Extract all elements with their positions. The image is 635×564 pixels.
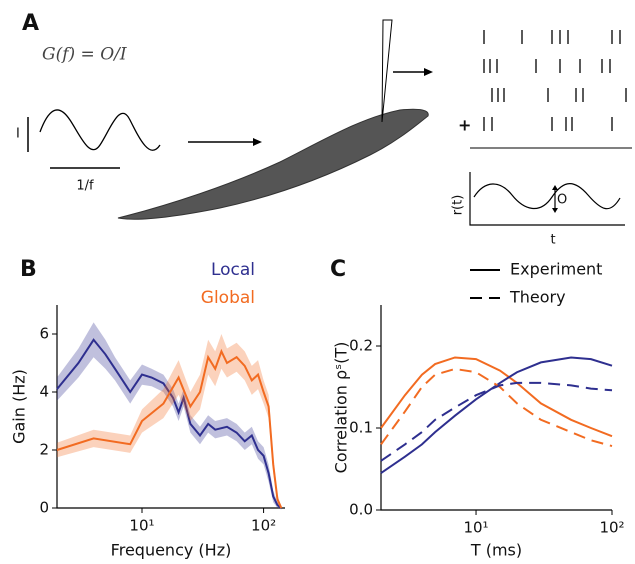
- x-tick-label: 10¹: [463, 519, 488, 537]
- rate-axis-label: r(t): [451, 195, 466, 216]
- y-tick-label: 0: [39, 499, 49, 517]
- amplitude-label: I: [16, 127, 20, 142]
- y-tick-label: 6: [39, 325, 49, 343]
- y-tick-label: 0.2: [349, 337, 373, 355]
- period-label: 1/f: [76, 179, 94, 194]
- series-line: [56, 348, 283, 509]
- arrow: [393, 68, 433, 76]
- equation: G(f) = O/I: [42, 45, 127, 65]
- series-line: [56, 338, 282, 509]
- x-tick-label: 10¹: [129, 517, 154, 535]
- y-tick-label: 0.0: [349, 501, 373, 519]
- rate-wave: [473, 183, 621, 210]
- time-axis-label: t: [550, 233, 555, 248]
- plus: +: [458, 116, 471, 135]
- y-tick-label: 2: [39, 441, 49, 459]
- legend-label: Theory: [509, 288, 566, 307]
- rate-axes: [469, 172, 625, 226]
- axes: [380, 305, 612, 511]
- sine-wave: [39, 109, 161, 151]
- error-band: [57, 322, 282, 510]
- fish: [117, 108, 429, 220]
- series-line: [380, 381, 613, 462]
- series-line: [380, 356, 613, 474]
- series-line: [380, 356, 613, 438]
- y-tick-label: 0.1: [349, 419, 373, 437]
- legend-label: Local: [211, 260, 255, 280]
- y-tick-label: 4: [39, 383, 49, 401]
- panel-label: A: [22, 11, 39, 36]
- y-axis-label: Gain (Hz): [10, 369, 29, 444]
- input-sine: [27, 109, 161, 169]
- legend-label: Experiment: [510, 260, 602, 279]
- panel-label: B: [20, 257, 37, 282]
- series-line: [380, 367, 613, 448]
- panel-label: C: [330, 257, 346, 282]
- arrow: [188, 138, 262, 146]
- x-tick-label: 10²: [251, 517, 276, 535]
- x-axis-label: T (ms): [470, 541, 522, 560]
- output-amplitude-label: O: [557, 193, 567, 208]
- electrode: [381, 19, 393, 123]
- y-axis-label: Correlation ρˢ(T): [332, 342, 351, 474]
- spike-raster: [483, 30, 627, 131]
- x-tick-label: 10²: [599, 519, 624, 537]
- legend-label: Global: [201, 288, 255, 308]
- x-axis-label: Frequency (Hz): [111, 541, 232, 560]
